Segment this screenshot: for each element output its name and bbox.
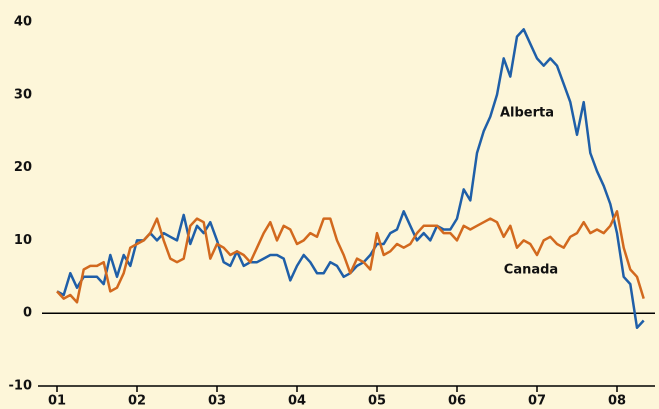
y-tick-label: 0 (23, 306, 32, 321)
x-tick-label: 04 (288, 394, 306, 409)
x-tick-label: 01 (48, 394, 66, 409)
y-tick-label: 40 (14, 15, 32, 30)
y-tick-label: 10 (14, 233, 32, 248)
x-tick-label: 06 (448, 394, 466, 409)
x-tick-label: 07 (528, 394, 546, 409)
series-line (56, 210, 645, 304)
x-tick-label: 08 (608, 394, 626, 409)
y-tick-label: -10 (9, 379, 33, 394)
x-tick-label: 03 (208, 394, 226, 409)
y-tick-label: 20 (14, 160, 32, 175)
y-tick-label: 30 (14, 87, 32, 102)
series-label: Alberta (500, 106, 554, 121)
series-label: Canada (504, 263, 558, 278)
x-tick-label: 05 (368, 394, 386, 409)
x-tick-label: 02 (128, 394, 146, 409)
